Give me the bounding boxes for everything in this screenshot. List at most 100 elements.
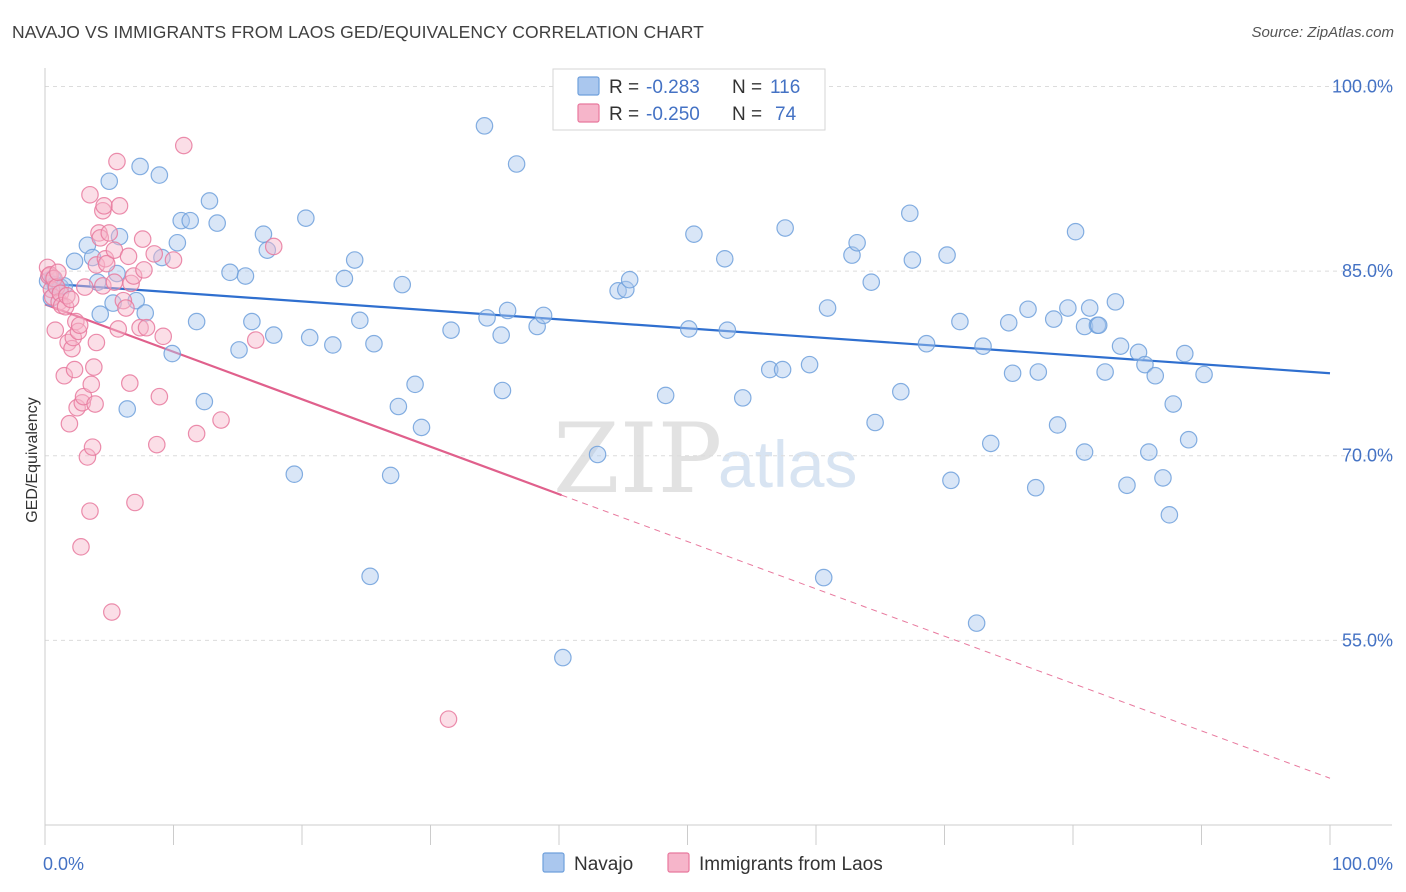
laos-point: [73, 394, 92, 412]
navajo-point: [974, 337, 992, 355]
navajo-point: [345, 251, 364, 269]
laos-point: [65, 360, 84, 379]
laos-point: [94, 277, 112, 295]
laos-point: [121, 374, 139, 392]
legend-swatch-navajo: [577, 76, 600, 96]
navajo-point: [999, 313, 1018, 332]
navajo-point: [903, 251, 922, 269]
bottom-legend-swatch-laos: [667, 852, 690, 873]
laos-point: [86, 395, 104, 413]
laos-point: [69, 322, 88, 341]
navajo-point: [534, 306, 553, 325]
navajo-point: [264, 326, 283, 344]
navajo-point: [1146, 366, 1165, 385]
navajo-point: [406, 375, 424, 394]
legend-swatch-laos: [577, 103, 600, 123]
laos-point: [61, 290, 80, 309]
navajo-point: [951, 312, 969, 331]
laos-point: [46, 321, 65, 339]
navajo-point: [1160, 506, 1179, 524]
laos-point: [100, 224, 119, 242]
x-tick-label: 0.0%: [43, 854, 84, 874]
navajo-point: [389, 397, 408, 416]
laos-point: [55, 366, 74, 385]
navajo-point: [285, 465, 304, 483]
laos-point: [147, 435, 166, 454]
laos-point: [76, 278, 94, 296]
navajo-point: [715, 249, 734, 268]
navajo-point: [656, 386, 675, 405]
laos-point: [154, 327, 173, 346]
laos-trend-extension: [561, 494, 1331, 779]
laos-point: [133, 230, 152, 248]
navajo-point: [324, 336, 342, 354]
laos-point: [72, 538, 90, 556]
laos-point: [117, 299, 135, 317]
laos-point: [81, 502, 99, 520]
navajo-point: [1044, 310, 1063, 328]
legend-r-label-navajo: R =: [609, 77, 639, 98]
navajo-point: [1048, 416, 1067, 434]
bottom-legend-swatch-navajo: [542, 852, 565, 873]
navajo-point: [679, 320, 698, 338]
navajo-point: [335, 269, 354, 288]
navajo-point: [1003, 364, 1022, 383]
navajo-point: [776, 219, 794, 237]
bottom-legend-label-navajo: Navajo: [574, 854, 633, 875]
navajo-point: [588, 445, 607, 464]
laos-point: [82, 375, 101, 394]
navajo-point: [967, 614, 986, 632]
navajo-point: [230, 341, 248, 359]
navajo-point: [1154, 469, 1172, 487]
laos-point: [68, 398, 86, 417]
navajo-point: [150, 166, 169, 184]
chart-title: NAVAJO VS IMMIGRANTS FROM LAOS GED/EQUIV…: [12, 22, 704, 42]
navajo-point: [1075, 443, 1094, 461]
laos-point: [264, 237, 283, 256]
navajo-point: [685, 225, 703, 243]
navajo-point: [818, 299, 837, 317]
navajo-point: [136, 304, 155, 322]
navajo-point: [1175, 344, 1194, 363]
legend-box: R = -0.283 N = 116 R = -0.250 N = 74: [552, 68, 826, 131]
laos-point: [49, 263, 67, 282]
laos-point: [83, 438, 102, 456]
navajo-point: [1029, 363, 1048, 381]
navajo-point: [493, 381, 512, 400]
navajo-point: [492, 326, 510, 344]
trend-lines: [44, 282, 1331, 779]
navajo-point: [181, 211, 200, 230]
legend-n-label-navajo: N =: [732, 77, 762, 98]
navajo-point: [938, 246, 956, 264]
navajo-point: [617, 280, 635, 299]
navajo-point: [1096, 363, 1114, 381]
chart-source: Source: ZipAtlas.com: [1251, 24, 1394, 41]
laos-point: [63, 339, 81, 358]
navajo-point: [195, 392, 214, 411]
laos-point: [109, 320, 128, 338]
navajo-point: [300, 328, 319, 347]
navajo-point: [131, 157, 149, 176]
navajo-trend-line: [44, 282, 1331, 375]
navajo-point: [297, 209, 315, 227]
navajo-point: [1026, 478, 1045, 497]
watermark-atlas: atlas: [718, 427, 857, 501]
laos-point: [105, 273, 124, 291]
laos-point: [119, 247, 138, 266]
navajo-point: [981, 434, 1000, 453]
navajo-point: [365, 334, 383, 353]
navajo-point: [200, 192, 219, 210]
laos-point: [164, 251, 183, 269]
laos-point: [70, 316, 89, 335]
navajo-point: [118, 400, 137, 418]
laos-point: [137, 318, 156, 337]
navajo-point: [718, 321, 737, 339]
laos-point: [135, 261, 153, 279]
navajo-point: [1118, 476, 1136, 495]
legend-n-label-laos: N =: [732, 104, 762, 125]
navajo-point: [478, 309, 496, 327]
navajo-point: [848, 233, 866, 252]
navajo-point: [917, 334, 936, 353]
navajo-point: [187, 312, 206, 331]
navajo-point: [100, 172, 119, 191]
